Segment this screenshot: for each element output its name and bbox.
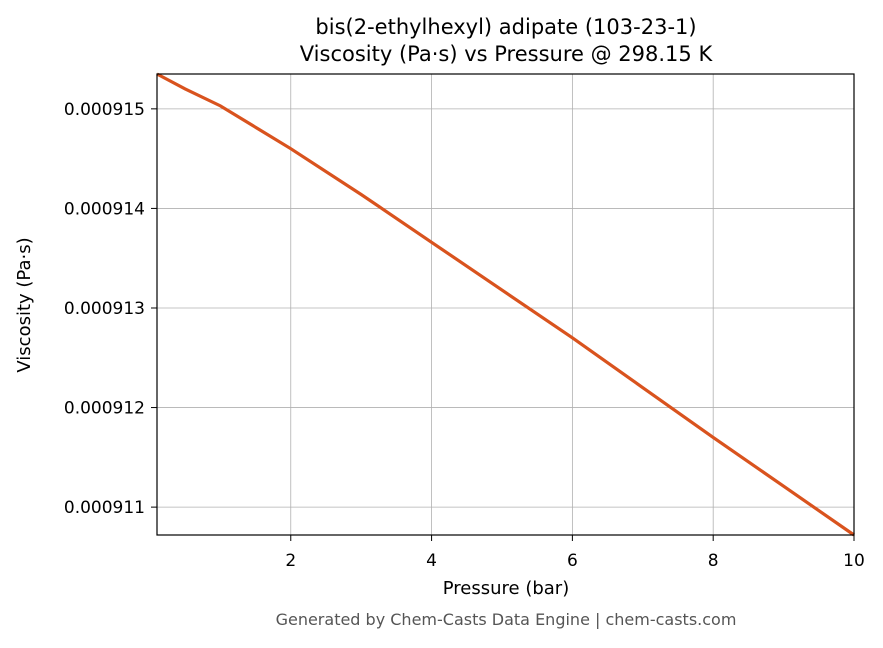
y-tick-label: 0.000912 bbox=[64, 399, 145, 419]
line bbox=[156, 72, 855, 537]
y-tick-label: 0.000915 bbox=[64, 100, 145, 120]
x-axis-label: Pressure (bar) bbox=[443, 578, 569, 599]
y-axis-label: Viscosity (Pa·s) bbox=[14, 237, 35, 372]
footer: Generated by Chem-Casts Data Engine | ch… bbox=[276, 610, 737, 629]
x-tick-label: 2 bbox=[285, 551, 296, 571]
plot-frame bbox=[156, 73, 855, 536]
y-tick-label: 0.000913 bbox=[64, 299, 145, 319]
chart-subtitle: Viscosity (Pa·s) vs Pressure @ 298.15 K bbox=[300, 42, 714, 66]
chart-title: bis(2-ethylhexyl) adipate (103-23-1) bbox=[315, 15, 696, 39]
x-tick-label: 8 bbox=[708, 551, 719, 571]
y-tick-label: 0.000911 bbox=[64, 498, 145, 518]
x-tick-label: 4 bbox=[426, 551, 437, 571]
x-tick-label: 6 bbox=[567, 551, 578, 571]
x-tick-label: 10 bbox=[843, 551, 865, 571]
y-tick-label: 0.000914 bbox=[64, 199, 145, 219]
